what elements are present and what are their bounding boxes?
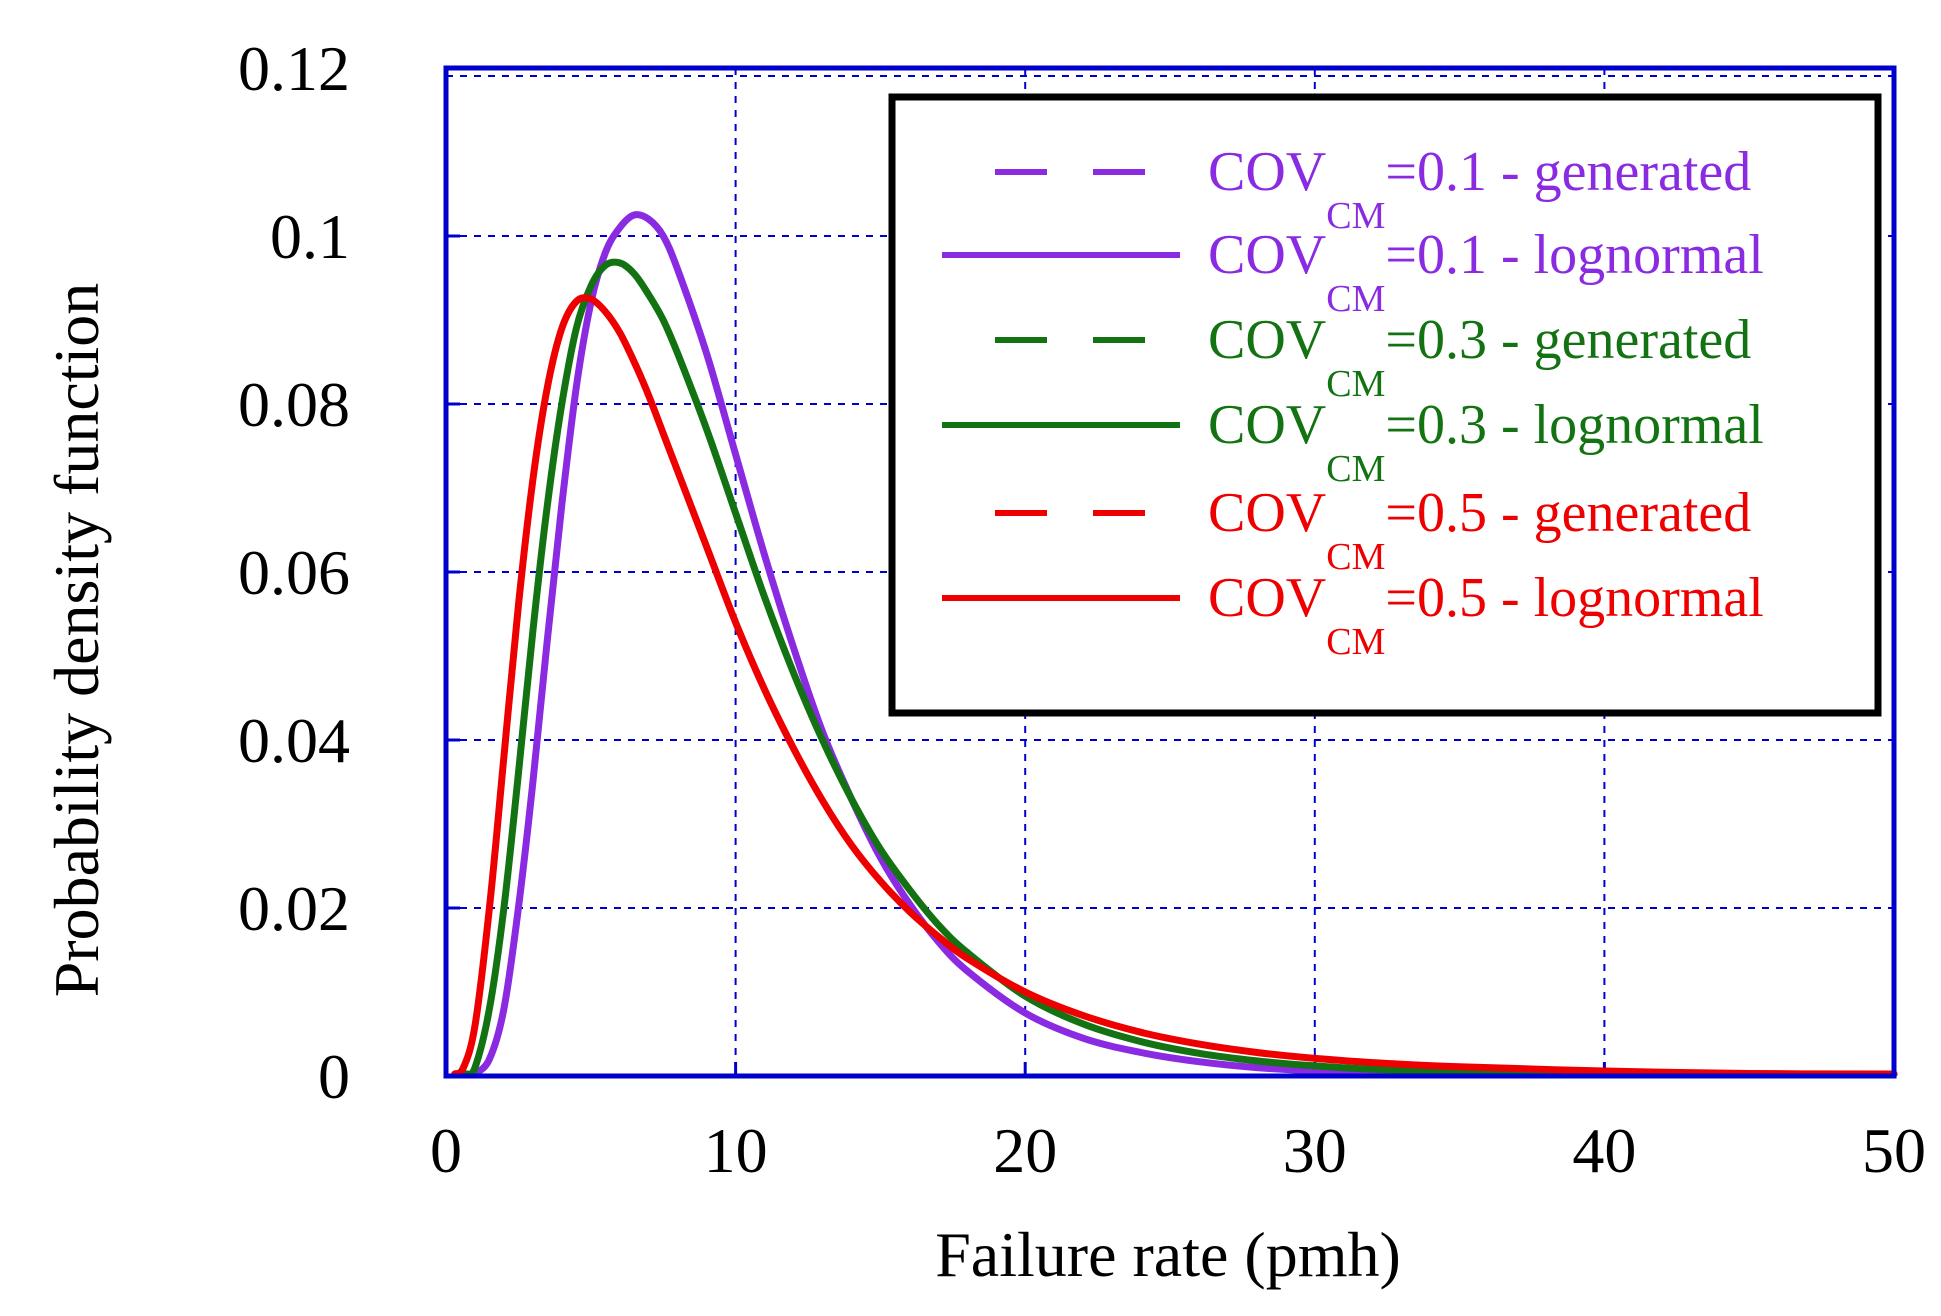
y-tick-label: 0.08	[238, 369, 350, 440]
series-line-1	[471, 211, 1898, 1078]
x-tick-label: 30	[1283, 1115, 1347, 1186]
y-tick-label: 0.06	[238, 537, 350, 608]
legend-label-4: COVCM=0.5 - generated	[1208, 482, 1751, 578]
y-tick-labels: 0 0.02 0.04 0.06 0.08 0.1 0.12	[238, 33, 350, 1112]
x-tick-labels: 0 10 20 30 40 50	[430, 1115, 1926, 1186]
legend-label-0: COVCM=0.1 - generated	[1208, 141, 1751, 237]
series-line-3	[462, 258, 1898, 1078]
legend-label-1: COVCM=0.1 - lognormal	[1208, 224, 1764, 320]
legend-label-5: COVCM=0.5 - lognormal	[1208, 567, 1764, 663]
y-tick-label: 0.02	[238, 873, 350, 944]
plot-frame	[443, 65, 1897, 1079]
y-tick-label: 0	[318, 1041, 350, 1112]
legend-label-3: COVCM=0.3 - lognormal	[1208, 394, 1764, 490]
x-tick-label: 20	[993, 1115, 1057, 1186]
legend-box	[888, 93, 1882, 717]
y-tick-label: 0.1	[270, 201, 350, 272]
x-tick-label: 0	[430, 1115, 462, 1186]
x-tick-label: 40	[1572, 1115, 1636, 1186]
series-layer	[451, 211, 1898, 1078]
x-tick-label: 50	[1862, 1115, 1926, 1186]
y-tick-label: 0.12	[238, 33, 350, 104]
x-axis-label: Failure rate (pmh)	[935, 1219, 1401, 1290]
series-line-5	[451, 294, 1898, 1078]
legend-label-2: COVCM=0.3 - generated	[1208, 309, 1751, 405]
x-tick-label: 10	[704, 1115, 768, 1186]
y-axis-label: Probability density function	[41, 283, 112, 998]
y-tick-label: 0.04	[238, 705, 350, 776]
